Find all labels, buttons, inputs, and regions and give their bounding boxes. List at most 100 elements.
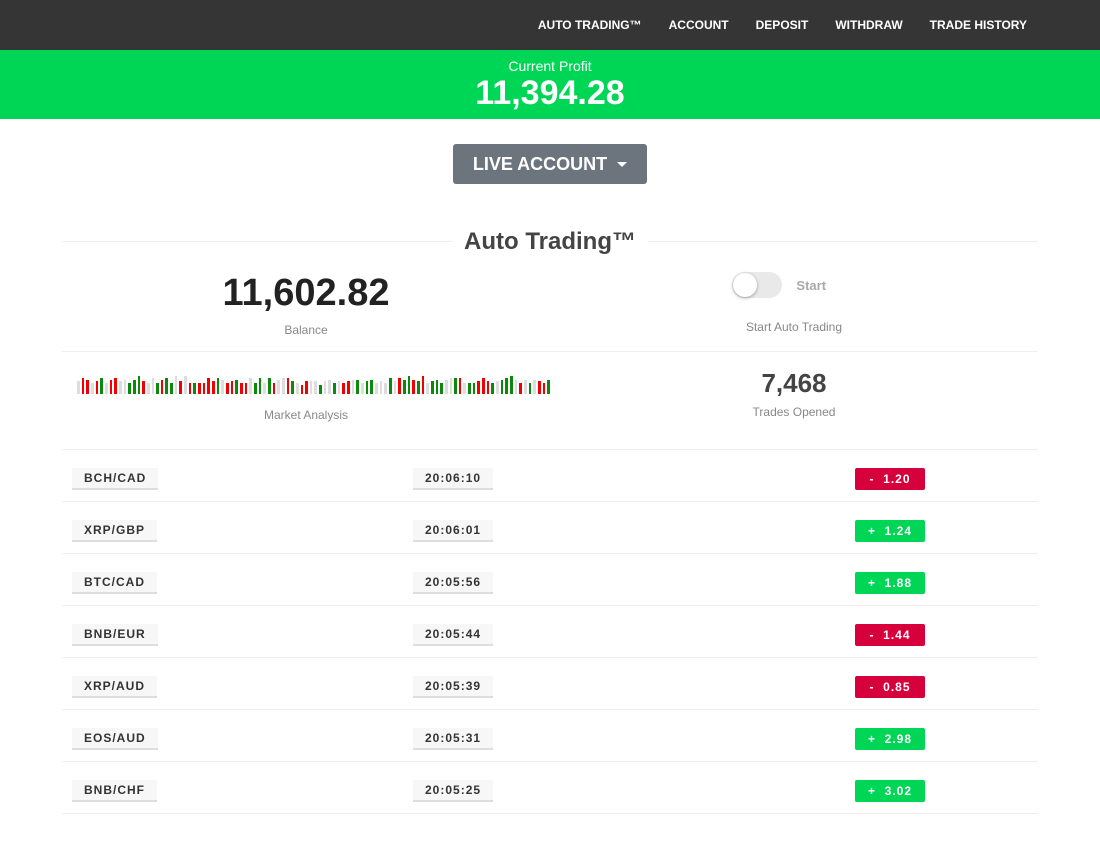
market-bar — [351, 380, 355, 394]
market-bar — [77, 381, 80, 394]
market-bar — [533, 380, 536, 394]
trade-row: BCH/CAD 20:06:10 - 1.20 — [62, 450, 1038, 502]
time-badge: 20:05:31 — [413, 728, 494, 750]
profit-label: Current Profit — [508, 58, 592, 74]
pair-badge: BNB/EUR — [72, 624, 158, 646]
market-bar — [216, 378, 220, 394]
market-bar — [272, 383, 276, 394]
market-bar — [472, 383, 476, 394]
market-bar — [416, 381, 420, 394]
market-bar — [444, 380, 448, 394]
market-bar — [230, 381, 234, 394]
market-bar — [384, 383, 387, 394]
market-bar — [81, 378, 85, 394]
nav-withdraw[interactable]: WITHDRAW — [835, 18, 903, 32]
market-bar — [347, 381, 350, 394]
market-bar — [328, 380, 332, 394]
market-bar — [514, 380, 518, 394]
market-bar — [435, 380, 439, 394]
nav-auto-trading[interactable]: AUTO TRADING™ — [537, 18, 642, 32]
market-bar — [314, 381, 318, 394]
market-bar — [505, 378, 509, 394]
balance-label: Balance — [284, 323, 328, 337]
auto-trading-panel: Start Start Auto Trading — [550, 254, 1038, 352]
time-badge: 20:05:39 — [413, 676, 494, 698]
market-bar — [132, 380, 136, 394]
pnl-badge: - 0.85 — [855, 676, 925, 698]
pair-badge: XRP/AUD — [72, 676, 158, 698]
market-bar — [356, 380, 360, 394]
market-bar — [342, 383, 346, 394]
time-badge: 20:05:25 — [413, 780, 494, 802]
profit-banner: Current Profit 11,394.28 — [0, 50, 1100, 119]
market-bar — [160, 380, 164, 394]
pnl-badge: - 1.20 — [855, 468, 925, 490]
market-bar — [156, 383, 159, 394]
market-bar — [426, 383, 429, 394]
trade-row: BNB/EUR 20:05:44 - 1.44 — [62, 606, 1038, 658]
market-bar — [258, 378, 262, 394]
balance-panel: 11,602.82 Balance — [62, 254, 550, 352]
market-bar — [95, 381, 99, 394]
market-analysis-label: Market Analysis — [263, 408, 349, 422]
market-bar — [468, 383, 471, 394]
nav-account[interactable]: ACCOUNT — [668, 18, 729, 32]
market-bar — [277, 380, 280, 394]
market-bar — [393, 381, 397, 394]
market-bar — [207, 378, 211, 394]
trade-row: BTC/CAD 20:05:56 + 1.88 — [62, 554, 1038, 606]
section-title: Auto Trading™ — [62, 228, 1038, 255]
pnl-badge: - 1.44 — [855, 624, 925, 646]
market-bar — [500, 380, 504, 394]
market-bar — [118, 381, 122, 394]
market-bar — [198, 383, 201, 394]
market-bar — [295, 383, 299, 394]
live-account-dropdown[interactable]: LIVE ACCOUNT — [453, 144, 647, 184]
market-bar — [286, 378, 290, 394]
toggle-label: Start — [796, 277, 827, 293]
market-bar — [249, 378, 252, 394]
market-bar — [123, 380, 127, 394]
market-bar — [375, 383, 378, 394]
market-bar — [253, 383, 257, 394]
market-bar — [458, 378, 462, 394]
market-bar — [100, 378, 103, 394]
market-bar — [104, 383, 108, 394]
market-bar — [402, 380, 406, 394]
trade-row: EOS/AUD 20:05:31 + 2.98 — [62, 710, 1038, 762]
auto-trading-toggle[interactable] — [731, 272, 782, 298]
market-bar — [221, 380, 224, 394]
pnl-badge: + 3.02 — [855, 780, 925, 802]
pair-badge: BTC/CAD — [72, 572, 157, 594]
section-title-text: Auto Trading™ — [452, 228, 648, 255]
pair-badge: BNB/CHF — [72, 780, 157, 802]
pnl-badge: + 1.24 — [855, 520, 925, 542]
market-bar — [528, 383, 532, 394]
market-bar — [440, 383, 443, 394]
market-bar — [212, 381, 215, 394]
market-bar — [407, 376, 411, 394]
market-bar — [370, 380, 373, 394]
pnl-badge: + 1.88 — [855, 572, 925, 594]
nav-trade-history[interactable]: TRADE HISTORY — [929, 18, 1027, 32]
market-bar — [398, 378, 401, 394]
market-bar — [388, 378, 392, 394]
market-bar — [114, 378, 117, 394]
market-bar — [421, 376, 425, 394]
market-bar — [361, 383, 364, 394]
top-nav: AUTO TRADING™ ACCOUNT DEPOSIT WITHDRAW T… — [0, 0, 1100, 50]
market-bar — [151, 378, 155, 394]
trades-list: BCH/CAD 20:06:10 - 1.20 XRP/GBP 20:06:01 + 1.… — [62, 450, 1038, 814]
market-bar — [365, 381, 369, 394]
market-bar — [379, 381, 383, 394]
trades-opened-value: 7,468 — [761, 368, 827, 398]
market-bar — [244, 383, 248, 394]
profit-value: 11,394.28 — [475, 74, 625, 112]
market-bar — [524, 380, 527, 394]
market-bar — [510, 376, 513, 394]
market-bar — [323, 381, 327, 394]
nav-deposit[interactable]: DEPOSIT — [755, 18, 809, 32]
market-bar — [263, 383, 266, 394]
market-bar — [412, 380, 415, 394]
market-bar — [170, 383, 173, 394]
